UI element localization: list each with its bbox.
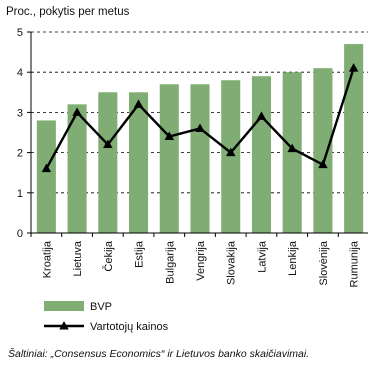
y-tick-label: 2 [17,148,23,160]
legend-label-line: Vartotojų kainos [90,321,169,333]
bar [98,92,118,233]
line-point [318,159,328,169]
bar [313,68,333,234]
bar [159,84,179,233]
y-tick-label: 0 [17,228,23,240]
bar-series [36,44,364,234]
line-point [348,63,359,72]
x-tick-label: Slovakija [226,240,238,285]
bar [36,120,56,233]
legend-swatch-bvp [44,301,84,311]
bar [190,84,210,233]
x-tick-label: Bulgarija [164,240,176,284]
x-tick-label: Kroatija [41,240,53,278]
line-point [256,111,267,120]
x-tick-label: Rumunija [349,240,361,287]
bar [221,80,241,234]
line-point [164,131,175,141]
bar [251,76,271,233]
bar [129,92,149,233]
y-tick-label: 5 [17,27,23,39]
bar [344,44,364,234]
source-note: Šaltiniai: „Consensus Economics“ ir Liet… [8,348,310,360]
x-tick-label: Vengrija [195,240,207,281]
bar [282,72,302,233]
y-tick-label: 3 [17,107,23,119]
line-point [287,143,297,153]
legend: BVP Vartotojų kainos [44,301,169,333]
y-tick-label: 1 [17,188,23,200]
line-point [225,147,236,157]
line-series [41,63,359,173]
line-point [41,163,52,173]
y-tick-label: 4 [17,67,23,79]
y-axis-label: Proc., pokytis per metus [6,6,130,18]
legend-label-bvp: BVP [90,301,112,313]
x-tick-label: Lenkija [287,240,299,276]
bar [67,104,87,233]
x-tick-label: Estija [134,240,146,268]
axes [27,31,368,237]
x-tick-label: Latvija [256,240,268,273]
x-tick-label: Lietuva [72,240,84,276]
line-point [133,99,144,108]
line-point [103,139,113,149]
x-tick-label: Slovėnija [318,240,330,286]
legend-marker [59,321,69,330]
line-point [72,107,82,116]
x-tick-label: Čekija [102,240,115,271]
tick-labels: 0 1 2 3 4 5 Kroatija Lietuva Čekija Estija Bulgari… [17,27,361,287]
line-point [195,123,205,132]
